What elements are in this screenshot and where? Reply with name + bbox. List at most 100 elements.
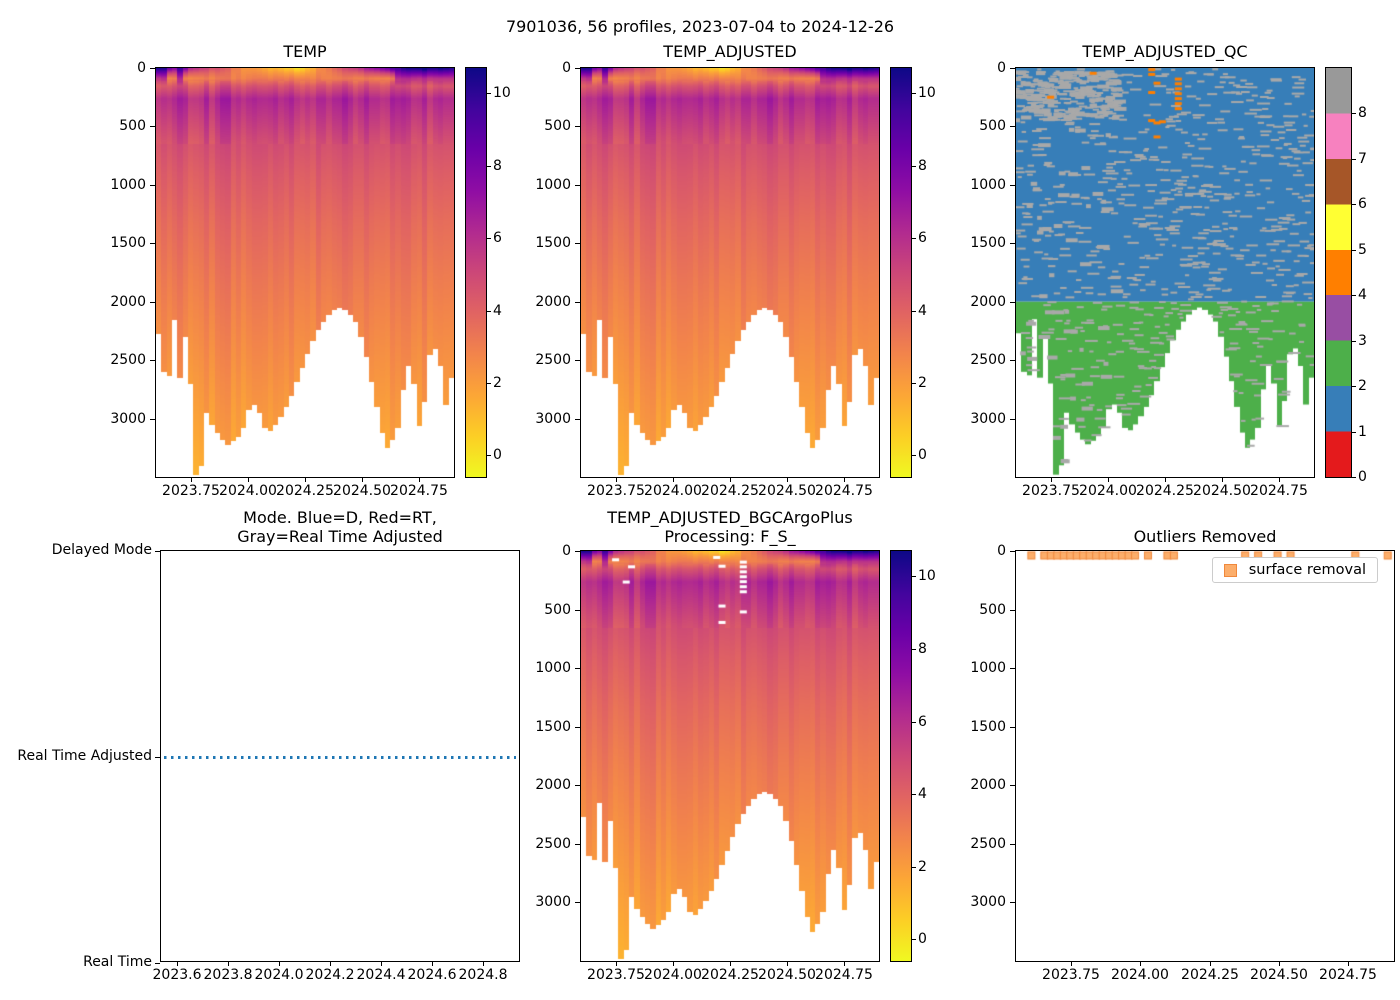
tick-mark [1351, 295, 1356, 297]
tick-label: 1500 [110, 235, 146, 252]
tick-label: 2023.75 [1022, 483, 1080, 499]
tick-mark [1010, 843, 1015, 845]
tick-label: 0 [918, 447, 927, 464]
tick-mark [150, 418, 155, 420]
tick-label: 2000 [110, 293, 146, 310]
tick-label: 2 [1358, 378, 1367, 395]
tick-mark [911, 310, 916, 312]
tick-label: 1000 [110, 176, 146, 193]
tick-label: 500 [544, 118, 571, 135]
tick-mark [330, 961, 331, 966]
tick-mark [787, 961, 788, 966]
tick-mark [1222, 477, 1223, 482]
tick-mark [1010, 301, 1015, 303]
temp-adjusted-colorbar: 0 2 4 6 8 10 [890, 67, 936, 478]
tick-mark [575, 126, 580, 128]
tick-mark [1010, 785, 1015, 787]
tick-label: 7 [1358, 150, 1367, 167]
tick-label: 0 [562, 543, 571, 559]
qc-title: TEMP_ADJUSTED_QC [1082, 42, 1248, 61]
temp-adjusted-title: TEMP_ADJUSTED [663, 42, 797, 61]
tick-label: 500 [544, 601, 571, 618]
tick-mark [575, 301, 580, 303]
tick-label: 2024.2 [305, 967, 355, 983]
tick-mark [1279, 961, 1280, 966]
tick-label: 2000 [535, 777, 571, 794]
tick-label: 3000 [970, 410, 1006, 427]
tick-label: 500 [979, 601, 1006, 618]
tick-mark [787, 477, 788, 482]
tick-label: 2500 [970, 352, 1006, 369]
tick-label: 0 [562, 60, 571, 76]
tick-mark [150, 243, 155, 245]
tick-mark [911, 939, 916, 941]
tick-label: 1500 [970, 235, 1006, 252]
tick-mark [673, 961, 674, 966]
tick-label: 2 [918, 374, 927, 391]
tick-label: 3 [1358, 332, 1367, 349]
tick-label: 8 [493, 157, 502, 174]
legend: surface removal [1211, 557, 1378, 583]
tick-label: 0 [918, 931, 927, 948]
processing-heatmap-panel: 0 500 1000 1500 2000 2500 3000 2023.75 2024.00 20… [535, 543, 880, 983]
tick-mark [155, 963, 160, 964]
tick-mark [575, 902, 580, 904]
tick-mark [191, 477, 192, 482]
tick-label: 2024.50 [758, 967, 816, 983]
tick-mark [575, 418, 580, 420]
processing-title: TEMP_ADJUSTED_BGCArgoPlus Processing: F_… [580, 508, 880, 546]
tick-mark [1010, 126, 1015, 128]
tick-label: 2500 [535, 352, 571, 369]
tick-mark [155, 757, 160, 758]
tick-mark [419, 477, 420, 482]
tick-label: 2024.00 [1111, 967, 1169, 983]
tick-label: 2024.25 [1181, 967, 1239, 983]
tick-mark [575, 726, 580, 728]
tick-mark [279, 961, 280, 966]
outliers-scatter-canvas [1016, 551, 1394, 961]
tick-label: 2024.50 [1250, 967, 1308, 983]
tick-mark [1351, 113, 1356, 115]
tick-mark [1140, 961, 1141, 966]
tick-label: 10 [918, 568, 936, 585]
tick-mark [911, 93, 916, 95]
tick-mark [575, 609, 580, 611]
tick-mark [1010, 726, 1015, 728]
tick-label: 2024.25 [1136, 483, 1194, 499]
tick-mark [1165, 477, 1166, 482]
tick-mark [1210, 961, 1211, 966]
tick-mark [575, 551, 580, 552]
tick-mark [1010, 902, 1015, 904]
tick-label: 2024.50 [333, 483, 391, 499]
tick-mark [1351, 249, 1356, 251]
tick-mark [911, 721, 916, 723]
tick-label: 2024.00 [644, 483, 702, 499]
tick-mark [177, 961, 178, 966]
temp-adjusted-heatmap-panel: 0 500 1000 1500 2000 2500 3000 2023.75 2024.00 20… [535, 60, 880, 499]
tick-label: 2024.00 [644, 967, 702, 983]
tick-mark [381, 961, 382, 966]
tick-mark [911, 455, 916, 457]
tick-label: 1500 [970, 718, 1006, 735]
legend-square-marker [1223, 563, 1237, 577]
tick-mark [150, 68, 155, 69]
tick-mark [150, 126, 155, 128]
tick-label: 2023.8 [203, 967, 253, 983]
tick-label: 2000 [535, 293, 571, 310]
tick-mark [616, 961, 617, 966]
tick-mark [150, 360, 155, 362]
temp-title: TEMP [283, 42, 327, 61]
tick-label: 1000 [535, 176, 571, 193]
tick-mark [911, 576, 916, 578]
tick-label: 1000 [535, 660, 571, 677]
tick-mark [616, 477, 617, 482]
mode-ytick-real-time: Real Time [83, 954, 152, 970]
tick-label: 2024.25 [701, 967, 759, 983]
tick-label: 2024.6 [407, 967, 457, 983]
tick-label: 8 [918, 640, 927, 657]
tick-mark [248, 477, 249, 482]
tick-label: 2024.50 [1193, 483, 1251, 499]
tick-label: 4 [493, 302, 502, 319]
tick-label: 10 [493, 85, 511, 102]
